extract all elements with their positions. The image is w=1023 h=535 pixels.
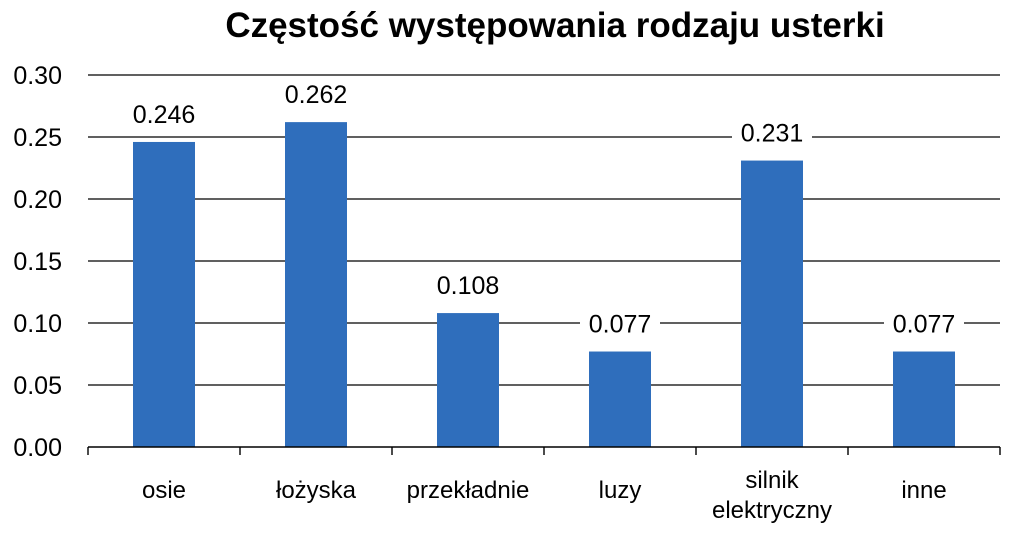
data-label: 0.077 — [589, 311, 652, 339]
category-label: łożyska — [276, 477, 357, 504]
bar — [589, 351, 651, 447]
y-tick-label: 0.05 — [13, 372, 62, 400]
category-label: silnik elektryczny — [712, 467, 832, 524]
bar — [893, 351, 955, 447]
bar — [285, 122, 347, 448]
bar — [133, 141, 195, 447]
category-label: luzy — [599, 477, 642, 504]
category-label: osie — [142, 477, 186, 504]
y-axis: 0.00 0.05 0.10 0.15 0.20 0.25 0.30 — [13, 62, 62, 462]
gridlines — [88, 74, 1000, 386]
y-tick-label: 0.30 — [13, 62, 62, 90]
y-tick-label: 0.15 — [13, 248, 62, 276]
y-tick-label: 0.10 — [13, 310, 62, 338]
category-label: przekładnie — [407, 477, 530, 504]
data-label: 0.077 — [893, 311, 956, 339]
bar — [741, 160, 803, 447]
x-axis: osie łożyska przekładnie luzy silnik elektryc… — [87, 446, 1001, 524]
data-label: 0.262 — [285, 81, 348, 109]
data-label: 0.231 — [741, 120, 804, 148]
y-tick-label: 0.20 — [13, 186, 62, 214]
category-label: inne — [901, 477, 946, 504]
bars: 0.246 0.262 0.108 0.077 0.231 0.077 — [133, 81, 956, 448]
y-tick-label: 0.00 — [13, 434, 62, 462]
y-tick-label: 0.25 — [13, 124, 62, 152]
bar — [437, 313, 499, 447]
data-label: 0.246 — [133, 101, 196, 129]
chart-title: Częstość występowania rodzaju usterki — [225, 6, 884, 45]
data-label: 0.108 — [437, 272, 500, 300]
